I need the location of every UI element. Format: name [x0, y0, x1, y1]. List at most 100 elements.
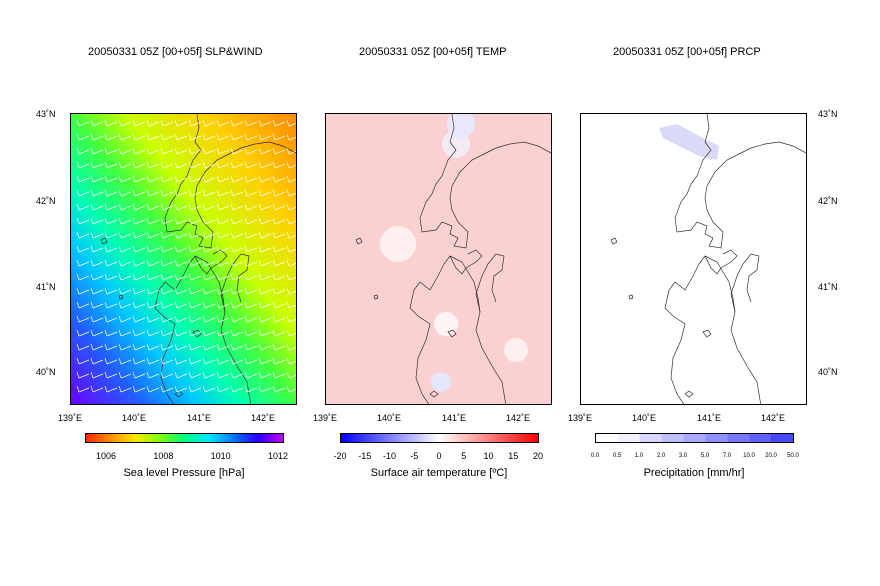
wind-barb	[104, 133, 118, 141]
wind-barb	[174, 301, 188, 309]
wind-barb	[244, 343, 258, 351]
wind-barb	[272, 217, 286, 225]
wind-barb	[160, 385, 174, 393]
wind-barb	[160, 371, 174, 379]
wind-barb	[230, 161, 244, 169]
wind-barb	[244, 217, 258, 225]
wind-barb	[216, 119, 230, 127]
wind-barb	[230, 385, 244, 393]
wind-barb	[104, 343, 118, 351]
wind-barb	[216, 175, 230, 183]
wind-barb	[146, 259, 160, 267]
wind-barb	[90, 371, 104, 379]
colorbar-tick: -5	[410, 451, 419, 461]
wind-barb	[272, 161, 286, 169]
wind-barb	[216, 259, 230, 267]
wind-barb	[76, 343, 90, 351]
wind-barb	[76, 203, 90, 211]
wind-barb	[174, 231, 188, 239]
wind-barb	[174, 133, 188, 141]
wind-barb	[272, 315, 286, 323]
wind-barb	[216, 385, 230, 393]
wind-barb	[230, 119, 244, 127]
wind-barb	[132, 343, 146, 351]
wind-barb	[104, 329, 118, 337]
colorbar-tick: 1012	[267, 451, 289, 461]
lon-label: 140˚E	[377, 413, 402, 423]
wind-barb	[160, 231, 174, 239]
slp-color-field	[71, 114, 296, 404]
wind-barb	[258, 385, 272, 393]
wind-barb	[202, 357, 216, 365]
coastline-0	[164, 114, 296, 249]
wind-barb	[160, 315, 174, 323]
wind-barb	[132, 231, 146, 239]
temp-patch	[380, 226, 416, 262]
coastline-3	[730, 253, 760, 313]
wind-barb	[146, 231, 160, 239]
wind-barb	[104, 147, 118, 155]
coastline-6	[192, 329, 202, 338]
wind-barb	[160, 329, 174, 337]
wind-barb	[230, 189, 244, 197]
coastline-6	[702, 329, 712, 338]
wind-barb	[286, 161, 296, 169]
wind-barb	[286, 273, 296, 281]
wind-barb	[188, 385, 202, 393]
wind-barb	[202, 343, 216, 351]
wind-barb	[202, 231, 216, 239]
wind-barb	[160, 119, 174, 127]
wind-barb	[160, 301, 174, 309]
wind-barb	[286, 189, 296, 197]
colorbar-tick: 20	[532, 451, 544, 461]
colorbar-tick: 20.0	[765, 453, 777, 459]
wind-barb	[76, 371, 90, 379]
wind-barb	[258, 357, 272, 365]
wind-barb	[132, 273, 146, 281]
wind-barb	[272, 119, 286, 127]
wind-barb	[216, 245, 230, 253]
wind-barb	[146, 343, 160, 351]
wind-barb	[118, 161, 132, 169]
wind-barb	[146, 357, 160, 365]
temp-panel-title: 20050331 05Z [00+05f] TEMP	[359, 46, 507, 58]
wind-barb	[174, 189, 188, 197]
wind-barb	[272, 343, 286, 351]
wind-barb	[146, 385, 160, 393]
wind-barb	[76, 287, 90, 295]
wind-barb	[286, 245, 296, 253]
wind-barb	[188, 175, 202, 183]
wind-barb	[272, 273, 286, 281]
wind-barb	[90, 343, 104, 351]
coastline-3	[220, 253, 250, 313]
precip-area	[659, 124, 719, 160]
coastline-2	[704, 249, 738, 275]
wind-barb	[272, 371, 286, 379]
wind-barb	[118, 315, 132, 323]
wind-barb	[76, 175, 90, 183]
lon-label: 142˚E	[761, 413, 786, 423]
wind-barb	[132, 371, 146, 379]
wind-barb	[118, 301, 132, 309]
wind-barb	[286, 175, 296, 183]
wind-barb	[258, 273, 272, 281]
wind-barb	[244, 371, 258, 379]
temp-field-svg	[326, 114, 551, 404]
wind-barb	[230, 175, 244, 183]
wind-barb	[272, 175, 286, 183]
wind-barb	[118, 343, 132, 351]
wind-barb	[230, 343, 244, 351]
wind-barb	[90, 315, 104, 323]
wind-barb	[146, 175, 160, 183]
wind-barb	[76, 357, 90, 365]
wind-barb	[174, 287, 188, 295]
wind-barb	[244, 175, 258, 183]
wind-barb	[244, 315, 258, 323]
wind-barb	[160, 217, 174, 225]
lat-label-43-left: 43˚N	[36, 109, 56, 119]
wind-barb	[90, 357, 104, 365]
wind-barb	[188, 231, 202, 239]
wind-barb	[174, 259, 188, 267]
wind-barb	[146, 301, 160, 309]
wind-barb	[230, 357, 244, 365]
